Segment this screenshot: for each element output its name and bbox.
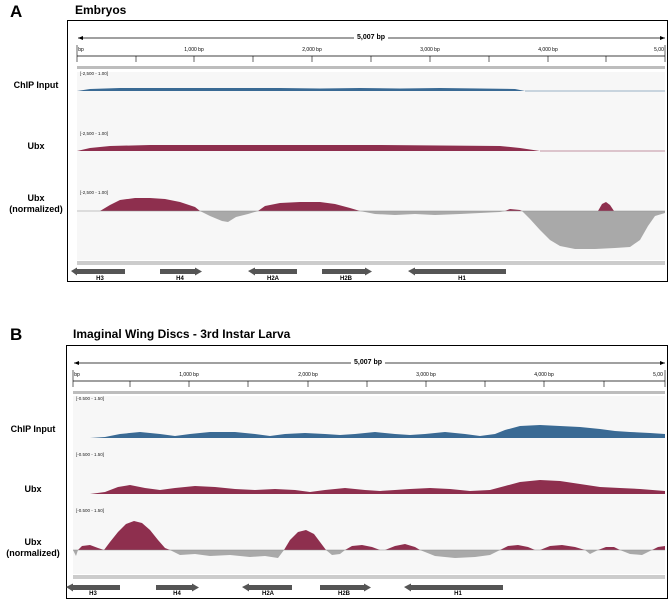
gene-arrow-h1 bbox=[404, 583, 503, 592]
gene-label-h2b: H2B bbox=[339, 276, 353, 282]
track-label-line: Ubx bbox=[24, 537, 42, 547]
panel-a-track-label-ubx: Ubx bbox=[2, 141, 70, 152]
track-label-line: Ubx bbox=[27, 193, 45, 203]
gene-label-h4: H4 bbox=[176, 276, 184, 282]
gene-arrow-h4 bbox=[160, 267, 202, 276]
gene-label-h2b: H2B bbox=[337, 591, 351, 597]
panel-b-norm-negative bbox=[420, 550, 500, 558]
panel-a-ubx-norm-range: [-2,500 - 1.00] bbox=[80, 190, 109, 195]
panel-a-norm-positive bbox=[598, 202, 614, 211]
panel-b-ubx-norm-range: [-0.500 - 1.50] bbox=[76, 508, 105, 513]
panel-b-ubx-range: [-0.500 - 1.50] bbox=[76, 452, 105, 457]
panel-a-norm-positive bbox=[505, 209, 522, 211]
panel-a-tick-label: 5,00 bbox=[654, 47, 664, 53]
panel-b-input-signal bbox=[73, 425, 665, 438]
panel-b-norm-positive bbox=[500, 545, 535, 550]
gene-arrow-h2a bbox=[242, 583, 292, 592]
panel-a-tick-label: 4,000 bp bbox=[538, 47, 558, 53]
panel-b-ubx-signal bbox=[73, 480, 665, 494]
gene-arrow-h2b bbox=[322, 267, 372, 276]
panel-b-norm-positive bbox=[78, 545, 104, 550]
gene-label-h1: H1 bbox=[458, 276, 466, 282]
panel-b-track-label-ubx: Ubx bbox=[0, 484, 66, 495]
panel-a-tick-label: 1,000 bp bbox=[184, 47, 204, 53]
gene-arrow-h2b bbox=[320, 583, 371, 592]
panel-a-input-range: [-2,500 - 1.00] bbox=[80, 71, 109, 76]
gene-arrow-h3 bbox=[71, 267, 125, 276]
panel-b-tick-label: 4,000 bp bbox=[534, 372, 554, 378]
panel-b-norm-positive bbox=[284, 530, 326, 550]
panel-a-span-label: 5,007 bp bbox=[353, 34, 389, 41]
panel-a-title: Embryos bbox=[75, 3, 127, 17]
panel-b-norm-positive bbox=[385, 544, 420, 550]
panel-a-norm-positive bbox=[100, 198, 200, 211]
panel-b-tick-label: 1,000 bp bbox=[179, 372, 199, 378]
panel-a-track-label-input: ChIP Input bbox=[2, 80, 70, 91]
panel-a-tick-label: 3,000 bp bbox=[420, 47, 440, 53]
gene-arrow-h2a bbox=[248, 267, 297, 276]
panel-b-norm-positive bbox=[598, 547, 620, 550]
track-label-line: ChIP Input bbox=[13, 80, 59, 90]
panel-a-norm-negative bbox=[360, 211, 505, 215]
panel-a-ubx-signal bbox=[77, 145, 540, 151]
panel-b-norm-negative bbox=[326, 550, 345, 555]
panel-b-track-label-ubx-norm: Ubx (normalized) bbox=[0, 537, 66, 559]
gene-label-h3: H3 bbox=[89, 591, 97, 597]
panel-b-norm-positive bbox=[104, 521, 170, 550]
panel-b-norm-negative bbox=[170, 550, 284, 558]
panel-a-ubx-range: [-2,500 - 1.00] bbox=[80, 131, 109, 136]
gene-label-h3: H3 bbox=[96, 276, 104, 282]
panel-b-norm-positive bbox=[345, 545, 380, 550]
panel-b-norm-positive bbox=[652, 546, 665, 550]
panel-b-tick-label: 5,00 bbox=[653, 372, 663, 378]
panel-a-norm-positive bbox=[258, 202, 360, 211]
track-label-line: Ubx bbox=[27, 141, 45, 151]
panel-b-tick-label: 3,000 bp bbox=[416, 372, 436, 378]
panel-b-title: Imaginal Wing Discs - 3rd Instar Larva bbox=[73, 327, 291, 341]
panel-b-norm-negative bbox=[585, 550, 598, 554]
panel-b-norm-negative bbox=[73, 550, 78, 556]
panel-a-track-label-ubx-norm: Ubx (normalized) bbox=[2, 193, 70, 215]
panel-b-tick-label: 2,000 bp bbox=[298, 372, 318, 378]
panel-b-norm-negative bbox=[620, 550, 652, 555]
panel-a-norm-negative bbox=[522, 211, 665, 249]
gene-label-h4: H4 bbox=[173, 591, 181, 597]
panel-b-letter: B bbox=[10, 325, 23, 344]
gene-arrow-h4 bbox=[156, 583, 199, 592]
panel-b-tick-label: bp bbox=[74, 372, 80, 378]
panel-a-norm-negative bbox=[200, 211, 258, 222]
panel-b-input-range: [-0.500 - 1.50] bbox=[76, 396, 105, 401]
gene-label-h2a: H2A bbox=[261, 591, 275, 597]
track-label-line-2: (normalized) bbox=[9, 204, 63, 214]
gene-label-h2a: H2A bbox=[266, 276, 280, 282]
panel-a-tick-label: 2,000 bp bbox=[302, 47, 322, 53]
track-label-line: ChIP Input bbox=[10, 424, 56, 434]
panel-a-letter: A bbox=[10, 2, 23, 21]
gene-arrow-h1 bbox=[408, 267, 506, 276]
panel-a-tick-label: bp bbox=[78, 47, 84, 53]
track-label-line-2: (normalized) bbox=[6, 548, 60, 558]
panel-b-track-label-input: ChIP Input bbox=[0, 424, 66, 435]
panel-b-norm-positive bbox=[540, 545, 585, 550]
track-label-line: Ubx bbox=[24, 484, 42, 494]
panel-a-input-signal bbox=[77, 88, 525, 91]
panel-b-span-label: 5,007 bp bbox=[350, 359, 386, 366]
gene-arrow-h3 bbox=[66, 583, 120, 592]
gene-label-h1: H1 bbox=[454, 591, 462, 597]
